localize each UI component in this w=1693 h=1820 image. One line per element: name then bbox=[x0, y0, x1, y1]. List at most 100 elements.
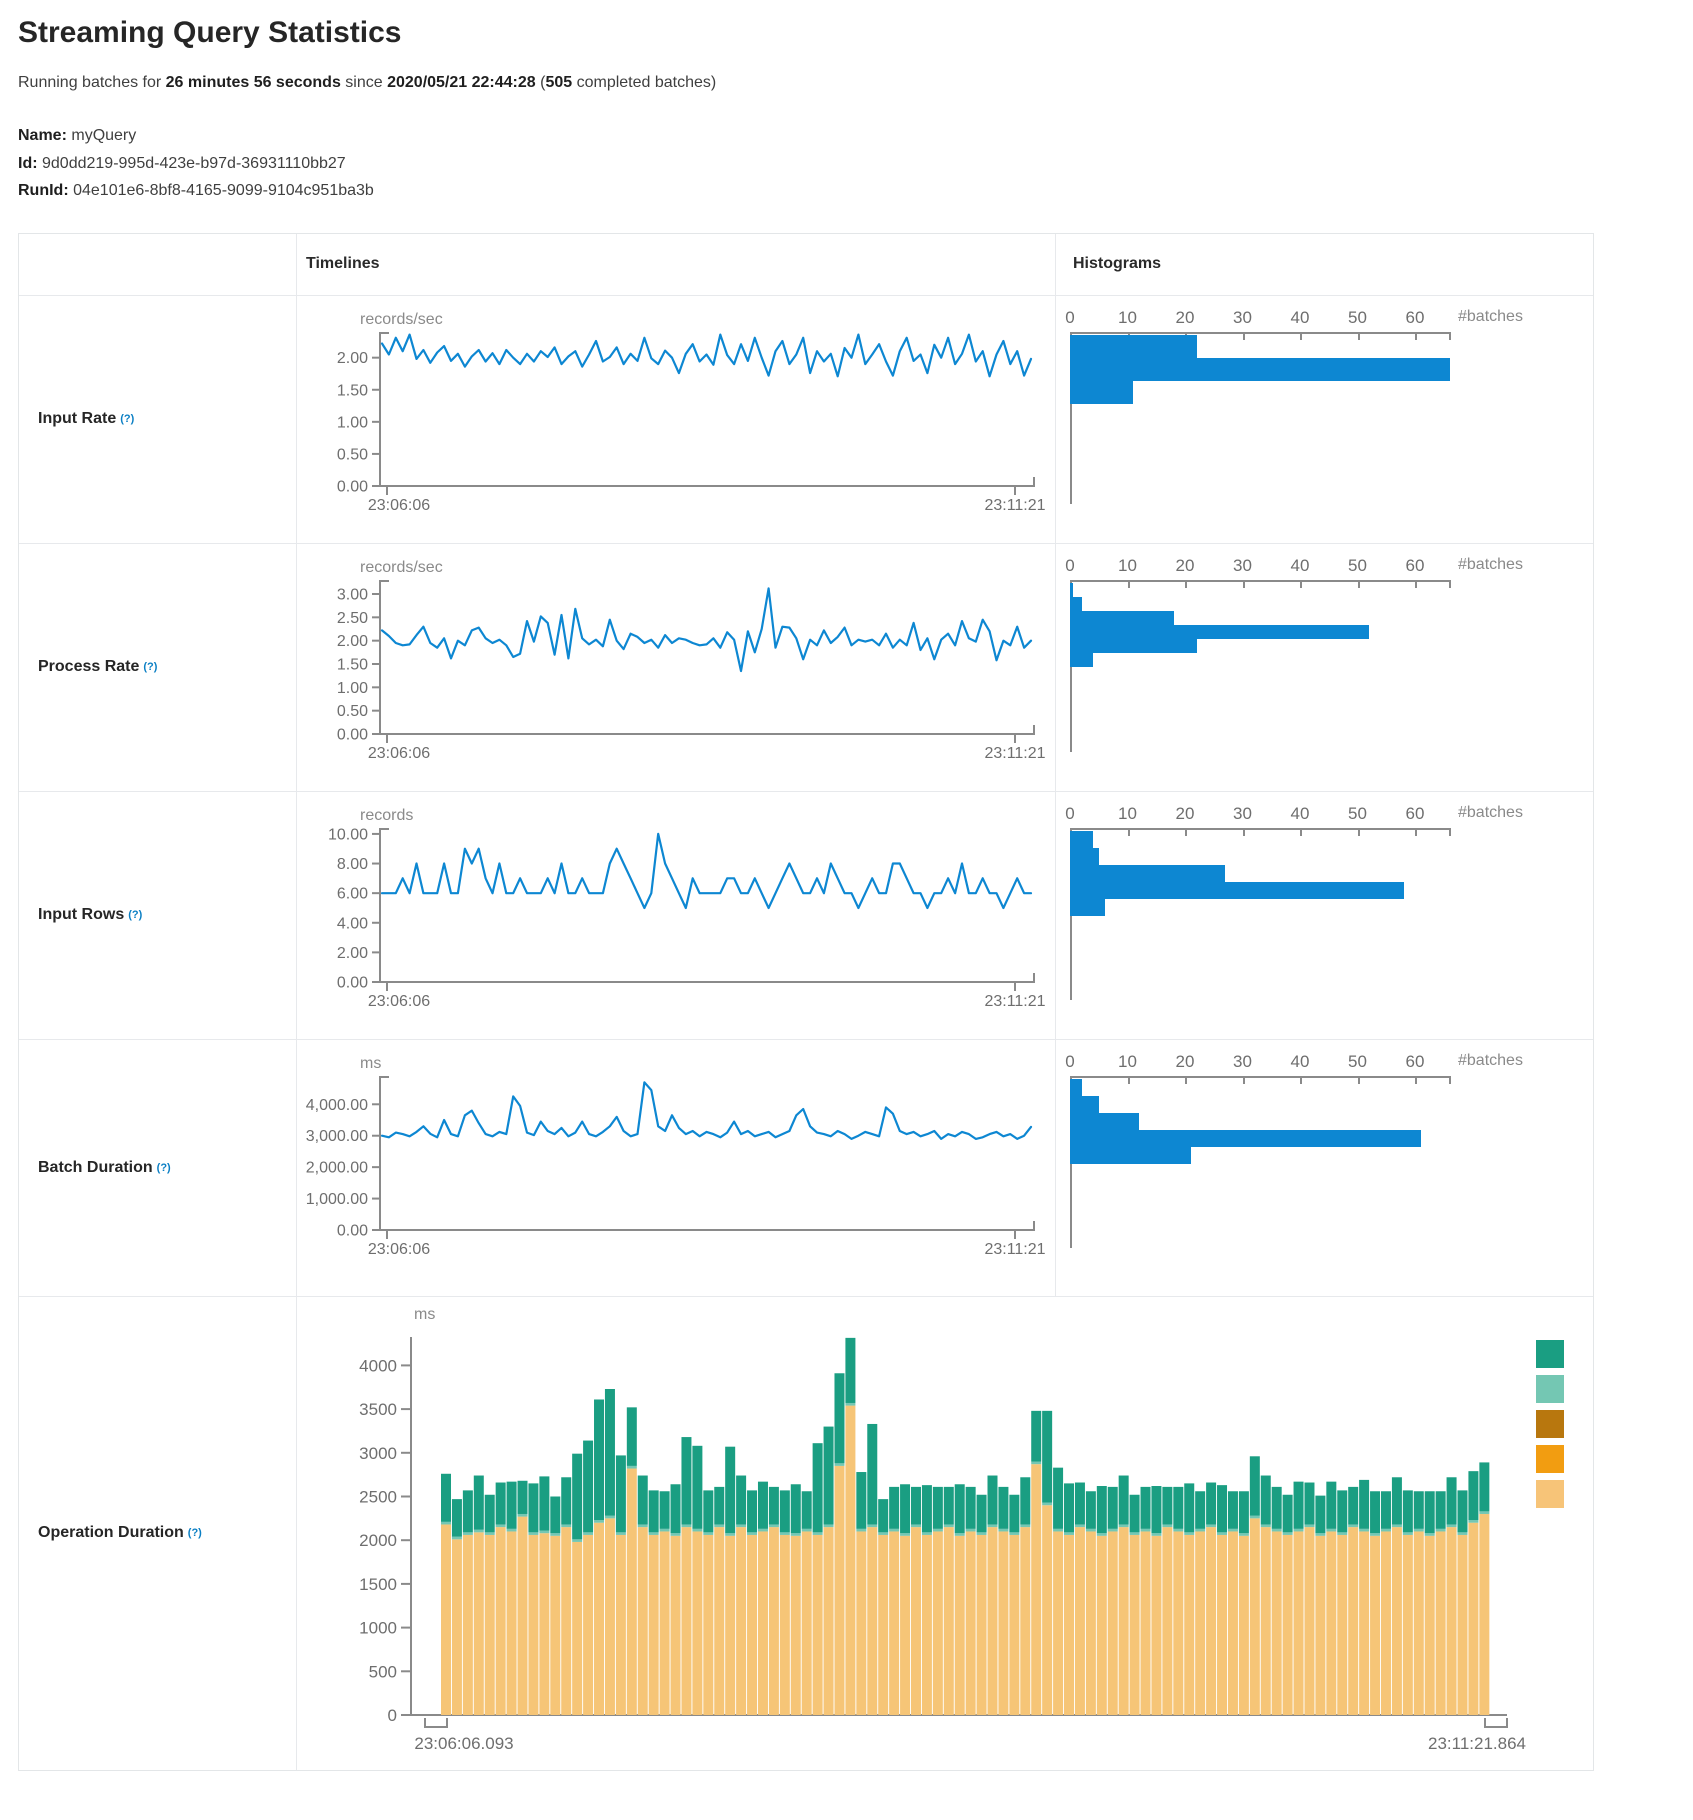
svg-text:23:06:06.093: 23:06:06.093 bbox=[414, 1734, 513, 1753]
svg-text:3.00: 3.00 bbox=[337, 586, 368, 603]
svg-text:3500: 3500 bbox=[359, 1400, 397, 1419]
input-rows-help-icon[interactable]: (?) bbox=[128, 909, 143, 922]
batch-duration-timeline-cell: ms 4,000.00 3,000.00 2,000.00 1,000.00 0.00 23… bbox=[296, 1038, 1055, 1296]
svg-text:ms: ms bbox=[414, 1306, 435, 1323]
svg-text:2,000.00: 2,000.00 bbox=[306, 1159, 368, 1176]
histogram-bar bbox=[1070, 1112, 1139, 1130]
hist-unit-label: #batches bbox=[1458, 803, 1523, 821]
histogram-bar bbox=[1070, 864, 1226, 882]
process-rate-timeline-cell: records/sec 3.00 2.50 2.00 1.50 1.00 0.50 0.00 2… bbox=[296, 542, 1055, 791]
svg-text:8.00: 8.00 bbox=[337, 856, 368, 873]
page-title: Streaming Query Statistics bbox=[18, 16, 402, 49]
legend-swatch-2 bbox=[1536, 1409, 1564, 1438]
svg-text:1.00: 1.00 bbox=[337, 679, 368, 696]
svg-text:23:11:21: 23:11:21 bbox=[984, 745, 1045, 762]
timeline-unit-label: records/sec bbox=[360, 559, 443, 576]
svg-text:2.00: 2.00 bbox=[337, 350, 368, 367]
histogram-bar bbox=[1070, 624, 1369, 639]
svg-text:1500: 1500 bbox=[359, 1574, 397, 1593]
input-rate-help-icon[interactable]: (?) bbox=[120, 413, 135, 426]
header-timelines: Timelines bbox=[296, 233, 1055, 295]
query-runid-line: RunId: 04e101e6-8bf8-4165-9099-9104c951b… bbox=[18, 177, 1693, 205]
histogram-bar bbox=[1070, 610, 1174, 625]
svg-text:0: 0 bbox=[388, 1706, 397, 1725]
operation-duration-legend bbox=[1536, 1339, 1564, 1515]
histogram-bar bbox=[1070, 1078, 1082, 1096]
legend-swatch-1 bbox=[1536, 1374, 1564, 1403]
batch-duration-histogram-chart: 0 10 20 30 40 50 60 #batches bbox=[1065, 1040, 1590, 1288]
input-rows-timeline-chart: records 10.00 8.00 6.00 4.00 2.00 0.0023:06:06… bbox=[328, 807, 1046, 1010]
histogram-bar bbox=[1070, 357, 1450, 381]
header-empty-cell bbox=[19, 234, 296, 295]
operation-duration-help-icon[interactable]: (?) bbox=[187, 1527, 202, 1540]
hist-unit-label: #batches bbox=[1458, 555, 1523, 573]
svg-text:0.00: 0.00 bbox=[337, 726, 368, 743]
input-rate-histogram-cell: 0 10 20 30 40 50 60 #batches bbox=[1055, 294, 1593, 544]
svg-text:4000: 4000 bbox=[359, 1356, 397, 1375]
svg-text:1000: 1000 bbox=[359, 1618, 397, 1637]
svg-text:1,000.00: 1,000.00 bbox=[306, 1191, 368, 1208]
legend-swatch-0 bbox=[1536, 1339, 1564, 1368]
histogram-bar bbox=[1070, 380, 1134, 404]
svg-text:23:11:21: 23:11:21 bbox=[984, 497, 1045, 514]
batch-duration-histogram-cell: 0 10 20 30 40 50 60 #batches bbox=[1055, 1038, 1593, 1296]
query-name-label: Name: bbox=[18, 127, 67, 144]
row-label-process-rate: Process Rate (?) bbox=[19, 542, 296, 791]
timeline-series-line bbox=[380, 1080, 1033, 1140]
row-label-input-rate: Input Rate (?) bbox=[19, 294, 296, 543]
svg-text:23:06:06: 23:06:06 bbox=[368, 497, 430, 514]
svg-text:23:06:06: 23:06:06 bbox=[368, 745, 430, 762]
input-rate-histogram-chart: 0 10 20 30 40 50 60 #batches bbox=[1065, 296, 1590, 544]
process-rate-histogram-cell: 0 10 20 30 40 50 60 #batches bbox=[1055, 542, 1593, 792]
svg-text:0.00: 0.00 bbox=[337, 478, 368, 495]
svg-text:2.00: 2.00 bbox=[337, 633, 368, 650]
timeline-series-line bbox=[380, 333, 1033, 377]
batch-duration-help-icon[interactable]: (?) bbox=[156, 1161, 171, 1174]
svg-text:0.00: 0.00 bbox=[337, 974, 368, 991]
query-name-value: myQuery bbox=[71, 127, 137, 144]
process-rate-histogram-chart: 0 10 20 30 40 50 60 #batches bbox=[1065, 544, 1590, 792]
timeline-unit-label: records/sec bbox=[360, 311, 443, 328]
hist-unit-label: #batches bbox=[1458, 1051, 1523, 1069]
histogram-bar bbox=[1070, 1146, 1191, 1164]
timeline-unit-label: records bbox=[360, 807, 413, 824]
operation-duration-stacked-chart: ms 4000 3500 3000 2500 2000 1500 1000 500 0 23:06:… bbox=[359, 1306, 1526, 1753]
timeline-series-line bbox=[380, 832, 1033, 909]
svg-text:1.00: 1.00 bbox=[337, 414, 368, 431]
input-rows-timeline-cell: records 10.00 8.00 6.00 4.00 2.00 0.00 23:06:06… bbox=[296, 790, 1055, 1039]
process-rate-timeline-chart: records/sec3.002.502.001.501.000.500.002… bbox=[337, 559, 1046, 762]
svg-text:23:11:21: 23:11:21 bbox=[984, 993, 1045, 1010]
histogram-bar bbox=[1070, 652, 1093, 667]
query-id-line: Id: 9d0dd219-995d-423e-b97d-36931110bb27 bbox=[18, 150, 1693, 178]
legend-swatch-3 bbox=[1536, 1444, 1564, 1473]
svg-text:4.00: 4.00 bbox=[337, 915, 368, 932]
svg-text:1.50: 1.50 bbox=[337, 382, 368, 399]
svg-text:2.50: 2.50 bbox=[337, 609, 368, 626]
svg-text:23:11:21: 23:11:21 bbox=[984, 1241, 1045, 1258]
row-label-batch-duration: Batch Duration (?) bbox=[19, 1038, 296, 1296]
svg-text:0.50: 0.50 bbox=[337, 703, 368, 720]
svg-text:23:06:06: 23:06:06 bbox=[368, 1241, 430, 1258]
svg-text:2.00: 2.00 bbox=[337, 944, 368, 961]
process-rate-help-icon[interactable]: (?) bbox=[143, 661, 158, 674]
svg-text:23:11:21.864: 23:11:21.864 bbox=[1428, 1734, 1526, 1753]
histogram-bar bbox=[1070, 830, 1093, 848]
timeline-unit-label: ms bbox=[360, 1055, 381, 1072]
row-label-operation-duration: Operation Duration (?) bbox=[19, 1295, 296, 1770]
input-rate-timeline-cell: records/sec 2.00 1.50 1.00 0.50 0.00 23:06:06 2… bbox=[296, 294, 1055, 543]
page: Streaming Query Statistics Running batch… bbox=[18, 16, 1693, 1771]
histogram-bar bbox=[1070, 638, 1197, 653]
input-rows-histogram-cell: 0 10 20 30 40 50 60 #batches bbox=[1055, 790, 1593, 1039]
histogram-bar bbox=[1070, 898, 1105, 916]
svg-text:1.50: 1.50 bbox=[337, 656, 368, 673]
svg-text:3000: 3000 bbox=[359, 1443, 397, 1462]
timeline-series-line bbox=[380, 586, 1033, 672]
histogram-bar bbox=[1070, 596, 1082, 611]
histogram-bar bbox=[1070, 1095, 1099, 1113]
svg-text:4,000.00: 4,000.00 bbox=[306, 1096, 368, 1113]
svg-text:2000: 2000 bbox=[359, 1531, 397, 1550]
running-batches-summary: Running batches for 26 minutes 56 second… bbox=[18, 74, 717, 91]
svg-text:6.00: 6.00 bbox=[337, 885, 368, 902]
histogram-bar bbox=[1070, 334, 1197, 358]
